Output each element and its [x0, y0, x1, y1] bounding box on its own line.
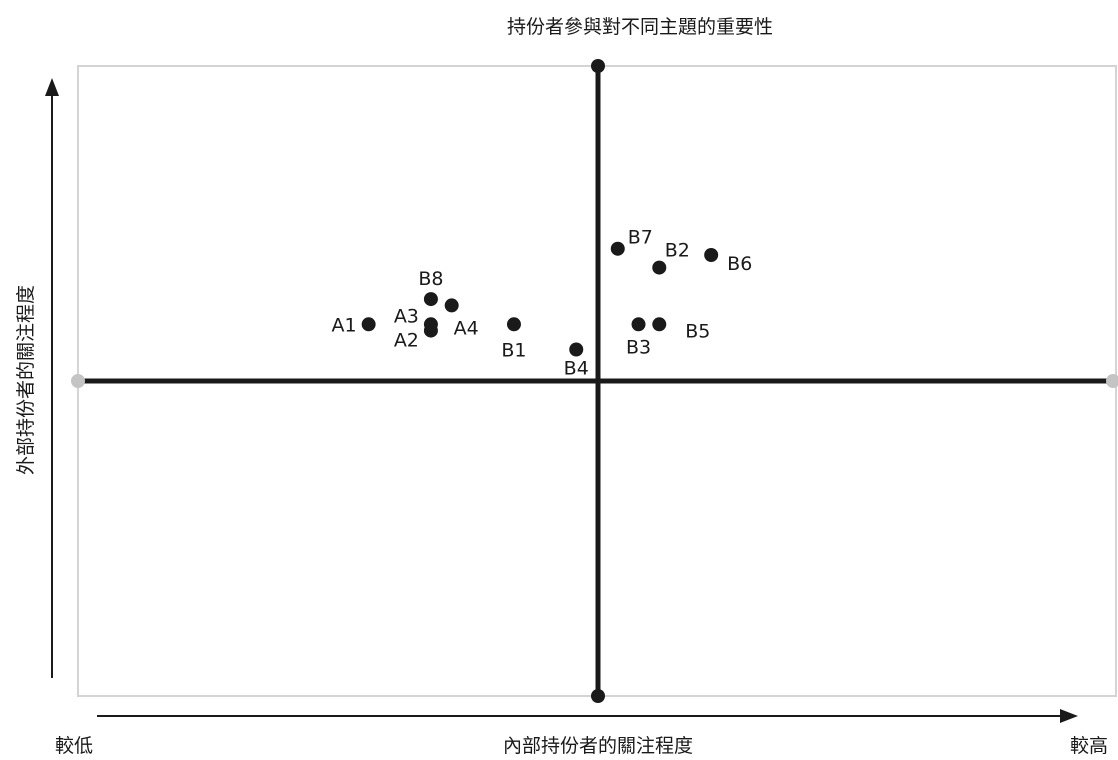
point-label-b4: B4	[564, 358, 589, 380]
chart-title: 持份者參與對不同主題的重要性	[507, 16, 773, 38]
horizontal-divider-right-cap	[1106, 374, 1118, 388]
point-b2	[652, 260, 667, 275]
point-b6	[704, 248, 719, 262]
point-b5	[652, 317, 667, 332]
point-label-b3: B3	[626, 336, 651, 358]
point-a1	[361, 317, 376, 332]
y-axis-label: 外部持份者的關注程度	[15, 285, 37, 475]
point-label-a1: A1	[332, 314, 357, 336]
point-b1	[506, 317, 521, 332]
point-label-b5: B5	[685, 320, 710, 342]
x-axis-low-label: 較低	[55, 735, 93, 757]
point-label-b2: B2	[665, 240, 690, 262]
horizontal-divider-left-cap	[71, 374, 85, 388]
vertical-divider-top-cap	[591, 59, 605, 73]
point-a3	[423, 317, 438, 332]
point-label-a4: A4	[454, 317, 479, 339]
point-b4	[569, 342, 584, 357]
point-label-a2: A2	[394, 330, 419, 352]
point-b3	[631, 317, 646, 332]
x-axis-high-label: 較高	[1070, 735, 1108, 757]
x-axis-arrowhead	[1060, 709, 1078, 723]
vertical-divider-bottom-cap	[591, 689, 605, 703]
point-label-b6: B6	[727, 253, 752, 275]
points-layer: A1 A2 A3 A4 B1 B2 B3 B4 B5 B6 B7 B8	[332, 227, 753, 380]
point-label-a3: A3	[394, 305, 419, 327]
point-label-b1: B1	[501, 339, 526, 361]
point-label-b7: B7	[628, 227, 653, 249]
x-axis-label: 內部持份者的關注程度	[503, 735, 693, 757]
point-b7	[610, 241, 625, 256]
point-b8	[423, 292, 438, 307]
y-axis-arrowhead	[45, 78, 59, 96]
point-a4	[444, 298, 459, 313]
point-label-b8: B8	[418, 268, 443, 290]
